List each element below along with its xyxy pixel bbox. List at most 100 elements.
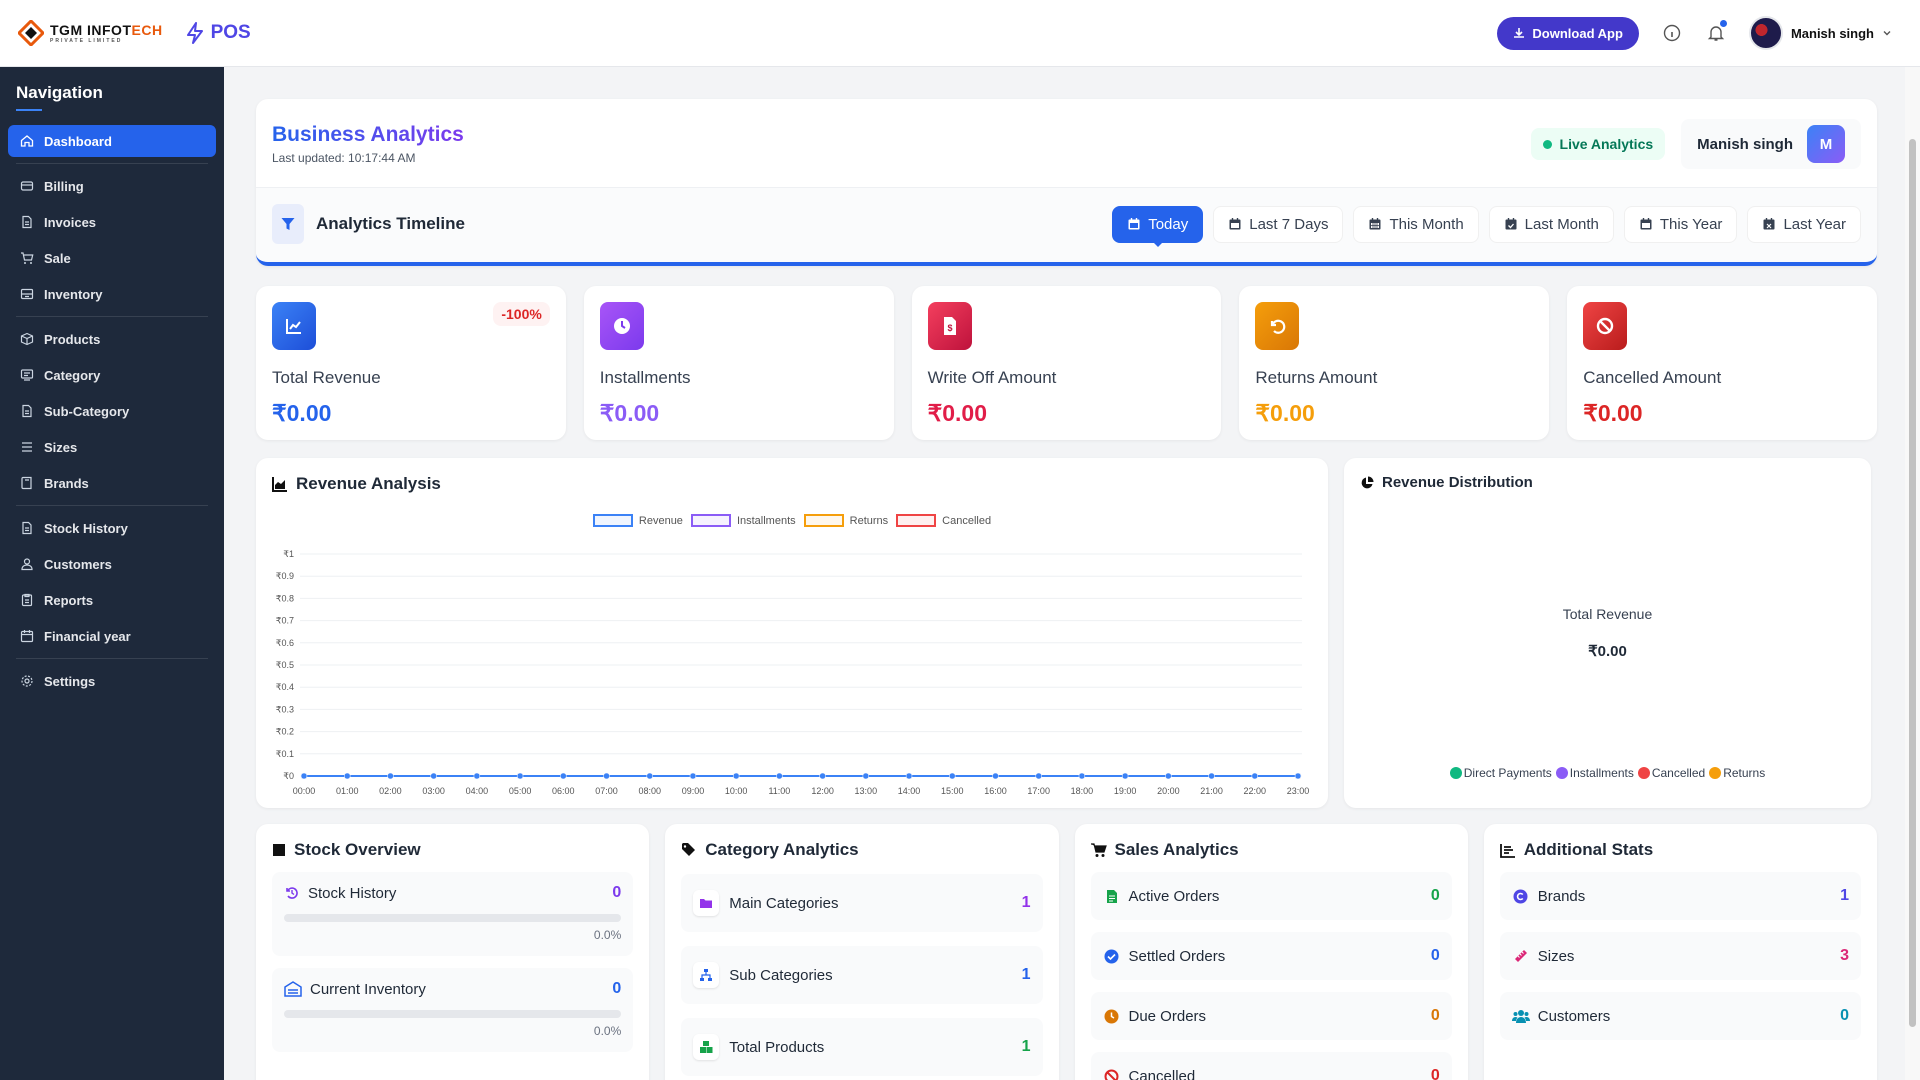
distribution-center-value: ₹0.00 bbox=[1588, 643, 1627, 660]
brands-row[interactable]: Brands 1 bbox=[1499, 872, 1861, 920]
timeline-tabs: Today Last 7 Days This Month Last Month … bbox=[1112, 205, 1861, 247]
sidebar-item-sizes[interactable]: Sizes bbox=[8, 429, 216, 465]
legend-item-returns[interactable]: Returns bbox=[1709, 766, 1765, 780]
y-tick-label: ₹0.1 bbox=[276, 749, 294, 759]
y-tick-label: ₹0.6 bbox=[276, 638, 294, 648]
total-products-row[interactable]: Total Products 1 bbox=[681, 1018, 1043, 1076]
sidebar-item-inventory[interactable]: Inventory bbox=[8, 276, 216, 312]
row-value: 1 bbox=[1840, 887, 1849, 904]
check-circle-icon bbox=[1103, 949, 1121, 964]
stat-card-write-off: $ Write Off Amount ₹0.00 bbox=[911, 286, 1222, 440]
calendar-icon bbox=[1369, 218, 1381, 230]
sub-categories-row[interactable]: Sub Categories 1 bbox=[681, 946, 1043, 1004]
data-point-revenue bbox=[603, 772, 610, 780]
sidebar-item-products[interactable]: Products bbox=[8, 321, 216, 357]
sidebar-item-customers[interactable]: Customers bbox=[8, 546, 216, 582]
download-app-button[interactable]: Download App bbox=[1497, 16, 1639, 50]
tab-this-month[interactable]: This Month bbox=[1353, 205, 1479, 243]
scrollbar-thumb[interactable] bbox=[1909, 139, 1916, 1027]
sidebar: Navigation Dashboard Billing Invoices Sa… bbox=[0, 67, 224, 1080]
sidebar-item-settings[interactable]: Settings bbox=[8, 663, 216, 699]
customers-row[interactable]: Customers 0 bbox=[1499, 992, 1861, 1040]
invoice-icon bbox=[22, 215, 32, 229]
sidebar-item-sub-category[interactable]: Sub-Category bbox=[8, 393, 216, 429]
tab-last-month[interactable]: Last Month bbox=[1488, 205, 1614, 243]
chevron-down-icon bbox=[1883, 31, 1891, 36]
revenue-analysis-card: Revenue Analysis Revenue Installments Re… bbox=[256, 458, 1328, 808]
analytics-timeline: Analytics Timeline Today Last 7 Days Thi… bbox=[256, 188, 1877, 266]
sidebar-item-category[interactable]: Category bbox=[8, 357, 216, 393]
live-dot-icon bbox=[1542, 139, 1552, 149]
card-title: Revenue Analysis bbox=[296, 474, 441, 493]
notification-bell-icon[interactable] bbox=[1705, 20, 1727, 44]
tab-last-year[interactable]: Last Year bbox=[1747, 205, 1861, 243]
top-bar: TGM INFOTECH PRIVATE LIMITED POS Downloa… bbox=[0, 0, 1920, 67]
sidebar-item-sale[interactable]: Sale bbox=[8, 240, 216, 276]
page-scrollbar[interactable] bbox=[1905, 67, 1920, 1080]
stock-history-row[interactable]: Stock History 0 0.0% bbox=[272, 872, 634, 956]
data-point-revenue bbox=[560, 772, 567, 780]
legend-item-direct-payments[interactable]: Direct Payments bbox=[1449, 766, 1552, 780]
sidebar-item-reports[interactable]: Reports bbox=[8, 582, 216, 618]
distribution-center-label: Total Revenue bbox=[1562, 606, 1653, 622]
info-icon[interactable] bbox=[1661, 22, 1683, 44]
stat-label: Returns Amount bbox=[1255, 368, 1378, 387]
legend-swatch bbox=[592, 514, 633, 527]
sidebar-item-invoices[interactable]: Invoices bbox=[8, 204, 216, 240]
sizes-row[interactable]: Sizes 3 bbox=[1499, 932, 1861, 980]
settled-orders-row[interactable]: Settled Orders 0 bbox=[1090, 932, 1452, 980]
sidebar-item-brands[interactable]: Brands bbox=[8, 465, 216, 501]
tab-today[interactable]: Today bbox=[1112, 205, 1204, 247]
main-categories-row[interactable]: Main Categories 1 bbox=[681, 874, 1043, 932]
sidebar-item-financial-year[interactable]: Financial year bbox=[8, 618, 216, 654]
tab-last-7-days[interactable]: Last 7 Days bbox=[1213, 205, 1344, 243]
legend-item-returns[interactable]: Returns bbox=[803, 514, 888, 527]
data-point-revenue bbox=[776, 772, 783, 780]
data-point-revenue bbox=[473, 772, 481, 780]
cart-icon bbox=[21, 252, 34, 264]
due-orders-row[interactable]: Due Orders 0 bbox=[1090, 992, 1452, 1040]
user-menu[interactable]: Manish singh bbox=[1748, 16, 1892, 50]
legend-item-revenue[interactable]: Revenue bbox=[592, 514, 683, 527]
cancelled-orders-row[interactable]: Cancelled 0 bbox=[1090, 1052, 1452, 1080]
row-value: 0 bbox=[1430, 887, 1440, 904]
legend-swatch bbox=[896, 514, 937, 527]
sidebar-item-billing[interactable]: Billing bbox=[8, 168, 216, 204]
legend-item-installments[interactable]: Installments bbox=[690, 514, 796, 527]
legend-item-cancelled[interactable]: Cancelled bbox=[1637, 766, 1705, 780]
company-logo[interactable]: TGM INFOTECH PRIVATE LIMITED bbox=[18, 20, 163, 46]
stat-value: ₹0.00 bbox=[1583, 400, 1643, 426]
legend-swatch bbox=[803, 514, 844, 527]
sidebar-item-stock-history[interactable]: Stock History bbox=[8, 510, 216, 546]
data-point-revenue bbox=[1078, 772, 1086, 780]
legend-item-installments[interactable]: Installments bbox=[1555, 766, 1634, 780]
legend-item-cancelled[interactable]: Cancelled bbox=[896, 514, 991, 527]
clock-icon bbox=[1103, 1009, 1121, 1024]
calendar-icon bbox=[1128, 218, 1140, 230]
svg-text:$: $ bbox=[947, 323, 952, 333]
x-tick-label: 21:00 bbox=[1200, 786, 1223, 796]
document-icon bbox=[22, 521, 32, 535]
y-tick-label: ₹0.9 bbox=[276, 571, 294, 581]
last-updated-text: Last updated: 10:17:44 AM bbox=[272, 151, 416, 165]
x-tick-label: 13:00 bbox=[855, 786, 878, 796]
sitemap-icon bbox=[693, 962, 720, 988]
page-title: Business Analytics bbox=[272, 123, 464, 146]
current-inventory-row[interactable]: Current Inventory 0 0.0% bbox=[272, 968, 634, 1052]
x-tick-label: 03:00 bbox=[422, 786, 445, 796]
tab-this-year[interactable]: This Year bbox=[1623, 205, 1738, 243]
lightning-icon bbox=[186, 22, 203, 44]
active-orders-row[interactable]: Active Orders 0 bbox=[1090, 872, 1452, 920]
stat-card-returns: Returns Amount ₹0.00 bbox=[1239, 286, 1550, 440]
distribution-center: Total Revenue ₹0.00 bbox=[1344, 606, 1871, 660]
row-value: 1 bbox=[1021, 966, 1031, 983]
progress-percent: 0.0% bbox=[593, 928, 622, 942]
y-tick-label: ₹0.8 bbox=[276, 593, 294, 603]
copyright-icon bbox=[1512, 889, 1530, 904]
data-point-revenue bbox=[516, 772, 524, 780]
tags-icon bbox=[682, 843, 696, 856]
filter-icon bbox=[272, 204, 304, 244]
stat-label: Write Off Amount bbox=[927, 368, 1057, 387]
sidebar-item-dashboard[interactable]: Dashboard bbox=[8, 125, 216, 157]
x-tick-label: 10:00 bbox=[725, 786, 748, 796]
